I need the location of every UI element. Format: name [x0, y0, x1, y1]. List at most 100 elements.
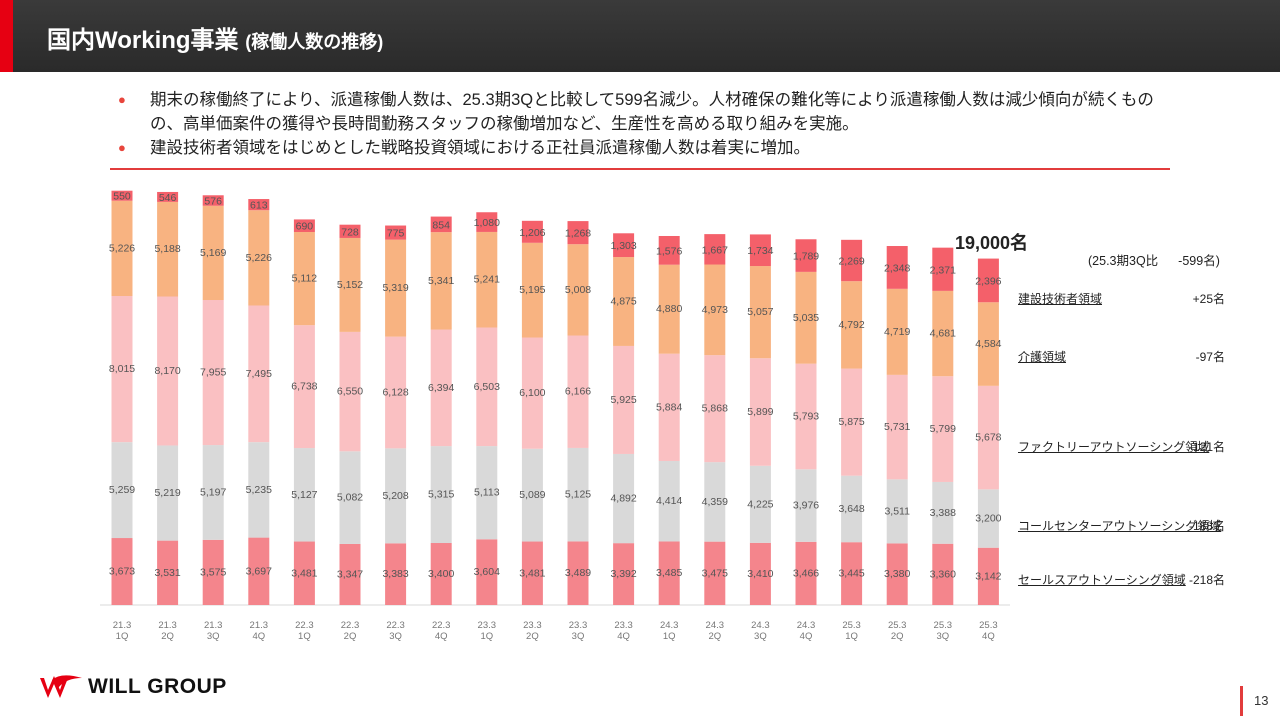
data-label: 3,604 — [474, 566, 500, 578]
data-label: 5,226 — [109, 242, 135, 254]
page-title-sub: (稼働人数の推移) — [245, 32, 384, 52]
data-label: 3,383 — [382, 568, 408, 580]
bar-segment — [932, 481, 954, 544]
bar-segment — [658, 353, 680, 461]
bar-segment — [886, 543, 908, 605]
x-tick-label: 23.3 — [569, 620, 588, 631]
x-tick-label: 22.3 — [295, 620, 314, 631]
legend-change: -218名 — [1188, 573, 1225, 587]
bar-segment — [248, 305, 270, 443]
bar-segment — [932, 376, 954, 482]
data-label: 5,226 — [246, 252, 272, 264]
data-label: 6,738 — [291, 381, 317, 393]
data-label: 2,348 — [884, 262, 910, 274]
bar-segment — [932, 247, 954, 291]
bar-segment — [339, 224, 361, 238]
bar-segment — [658, 541, 680, 605]
bar-segment — [613, 543, 635, 605]
page-number-accent — [1240, 686, 1243, 716]
bar-segment — [430, 329, 452, 447]
bar-segment — [111, 200, 133, 297]
x-tick-label: 1Q — [116, 631, 129, 642]
data-label: 5,057 — [747, 306, 773, 318]
x-tick-label: 25.3 — [934, 620, 953, 631]
bar-segment — [886, 479, 908, 544]
bar-segment — [248, 199, 270, 211]
bar-segment — [567, 244, 589, 336]
bar-segment — [795, 363, 817, 470]
data-label: 4,875 — [610, 295, 636, 307]
data-label: 3,673 — [109, 566, 135, 578]
bar-segment — [521, 220, 543, 243]
data-label: 5,089 — [519, 489, 545, 501]
bar-segment — [749, 266, 771, 359]
data-label: 1,576 — [656, 245, 682, 257]
bar-segment — [567, 447, 589, 542]
bar-segment — [339, 331, 361, 452]
data-label: 6,166 — [565, 386, 591, 398]
data-label: 1,080 — [474, 217, 500, 229]
data-label: 546 — [159, 192, 177, 204]
data-label: 5,678 — [975, 432, 1001, 444]
page-number: 13 — [1254, 693, 1269, 708]
divider — [110, 168, 1170, 170]
bar-segment — [476, 539, 498, 605]
bullet-dot-icon: ● — [118, 140, 126, 155]
bar-segment — [749, 234, 771, 267]
data-label: 3,475 — [702, 567, 728, 579]
x-tick-label: 22.3 — [341, 620, 360, 631]
bar-segment — [704, 355, 726, 463]
bar-segment — [521, 448, 543, 542]
bar-segment — [613, 233, 635, 258]
data-label: 5,319 — [382, 282, 408, 294]
data-label: 5,793 — [793, 411, 819, 423]
bar-segment — [886, 288, 908, 375]
bullet-item: ● 建設技術者領域をはじめとした戦略投資領域における正社員派遣稼働人数は着実に増… — [118, 136, 1178, 160]
bar-segment — [293, 448, 315, 542]
bar-segment — [749, 542, 771, 605]
bar-segment — [385, 239, 407, 337]
bullet-text: 期末の稼働終了により、派遣稼働人数は、25.3期3Qと比較して599名減少。人材… — [150, 91, 1154, 133]
bar-segment — [977, 258, 999, 303]
x-tick-label: 21.3 — [204, 620, 223, 631]
bar-segment — [202, 195, 224, 206]
comparison-label: (25.3期3Q比 — [1088, 254, 1159, 268]
bar-segment — [521, 541, 543, 605]
will-group-logo-icon — [40, 675, 82, 698]
data-label: 5,188 — [154, 243, 180, 255]
bullet-text: 建設技術者領域をはじめとした戦略投資領域における正社員派遣稼働人数は着実に増加。 — [150, 139, 810, 157]
bar-segment — [749, 358, 771, 466]
data-label: 5,152 — [337, 279, 363, 291]
data-label: 775 — [387, 228, 405, 240]
data-label: 3,575 — [200, 566, 226, 578]
bar-segment — [430, 543, 452, 605]
bar-segment — [521, 242, 543, 338]
data-label: 854 — [432, 219, 450, 231]
total-comparison: (25.3期3Q比 -599名) — [1088, 250, 1220, 269]
x-tick-label: 25.3 — [979, 620, 998, 631]
x-tick-label: 23.3 — [523, 620, 542, 631]
x-tick-label: 3Q — [754, 631, 767, 642]
page-title: 国内Working事業 (稼働人数の推移) — [47, 20, 383, 55]
data-label: 5,259 — [109, 484, 135, 496]
data-label: 5,219 — [154, 487, 180, 499]
bullet-list: ● 期末の稼働終了により、派遣稼働人数は、25.3期3Qと比較して599名減少。… — [118, 88, 1178, 160]
bar-segment — [385, 448, 407, 544]
data-label: 6,394 — [428, 382, 454, 394]
x-tick-label: 22.3 — [386, 620, 405, 631]
bar-segment — [293, 325, 315, 449]
data-label: 1,206 — [519, 227, 545, 239]
bar-segment — [476, 446, 498, 540]
data-label: 576 — [204, 196, 222, 208]
x-tick-label: 4Q — [435, 631, 448, 642]
data-label: 5,799 — [930, 423, 956, 435]
bar-segment — [886, 374, 908, 480]
data-label: 3,976 — [793, 500, 819, 512]
bar-segment — [202, 205, 224, 301]
x-tick-label: 2Q — [526, 631, 539, 642]
bar-segment — [704, 541, 726, 605]
x-tick-label: 23.3 — [478, 620, 497, 631]
bar-segment — [430, 216, 452, 233]
x-tick-label: 1Q — [298, 631, 311, 642]
bar-segment — [430, 232, 452, 330]
